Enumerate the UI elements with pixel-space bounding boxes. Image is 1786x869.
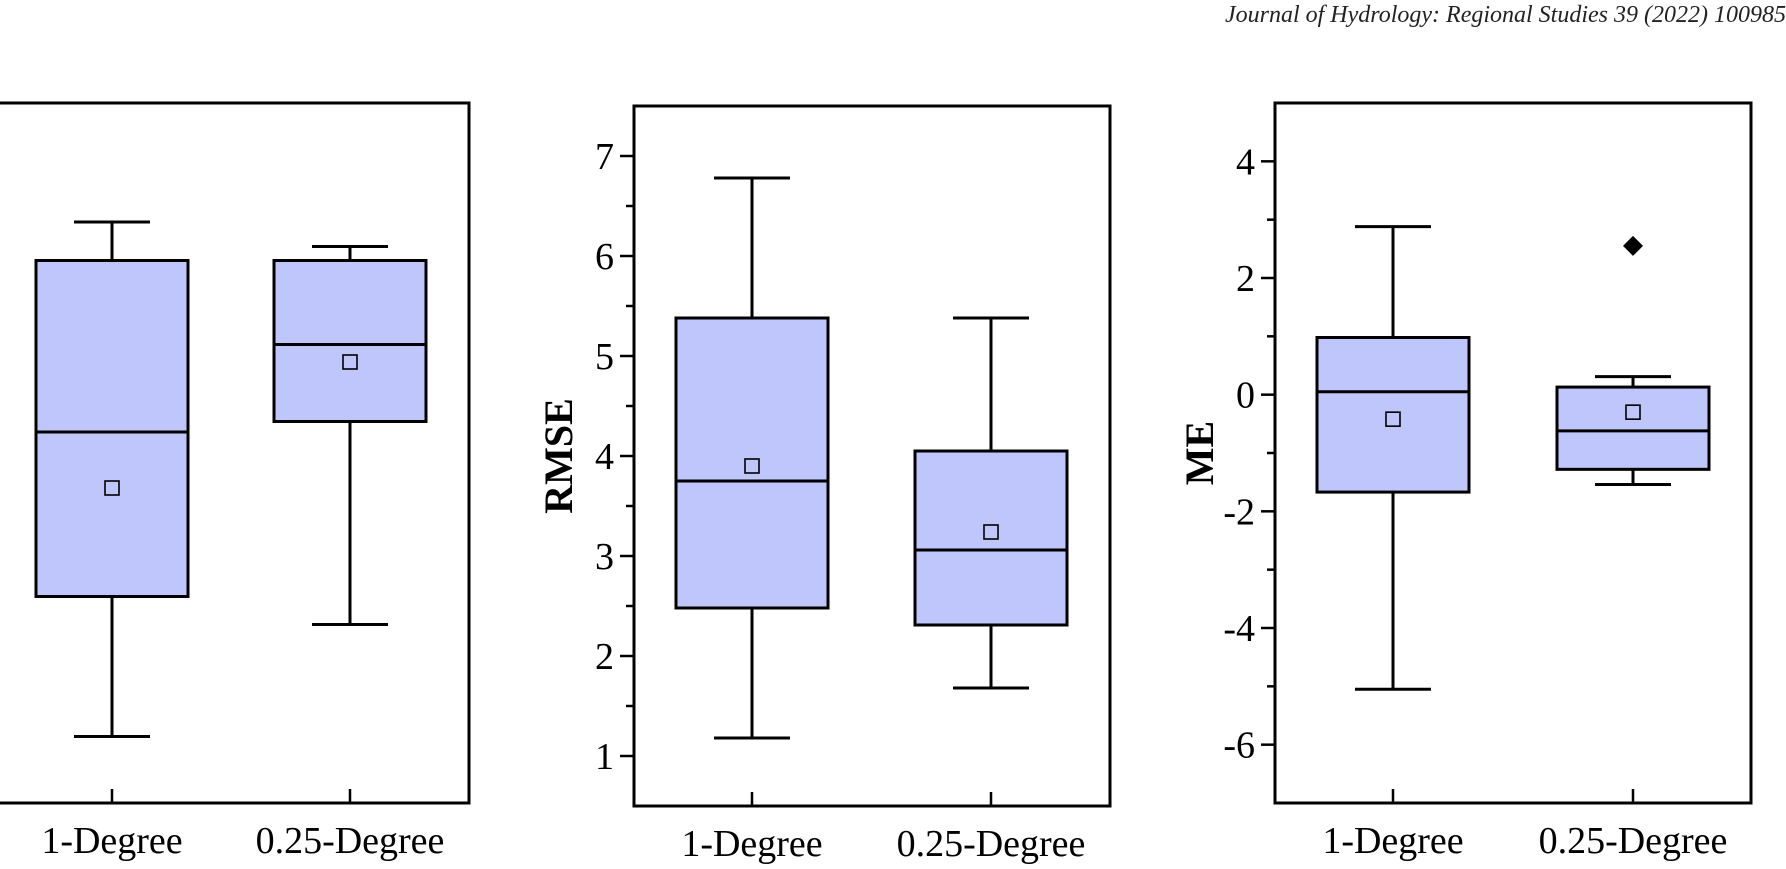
box-2 xyxy=(272,245,428,626)
box-2 xyxy=(1555,235,1711,486)
x-tick-label: 0.25-Degree xyxy=(256,820,445,862)
chart-panel-1: 1-Degree 0.25-Degree xyxy=(0,101,471,862)
mean-marker xyxy=(983,524,999,540)
y-tick-label: 3 xyxy=(595,536,614,578)
x-tick-label: 1-Degree xyxy=(681,823,822,865)
x-tick-label: 0.25-Degree xyxy=(897,823,1086,865)
y-tick-label: -6 xyxy=(1223,725,1255,767)
y-axis-label: ME xyxy=(1177,421,1222,485)
y-axis-label: RMSE xyxy=(536,398,581,514)
mean-marker xyxy=(1625,404,1641,420)
y-tick-label: 2 xyxy=(1236,258,1255,300)
y-tick-label: -2 xyxy=(1223,491,1255,533)
y-tick-label: 7 xyxy=(595,136,614,178)
y-tick-label: 1 xyxy=(595,736,614,778)
chart-panel-2: 1 2 3 4 5 6 7 RMSE 1-Degree 0.25-Degree xyxy=(536,104,1112,865)
y-tick-label: 0 xyxy=(1236,375,1255,417)
journal-header: Journal of Hydrology: Regional Studies 3… xyxy=(1224,2,1786,28)
x-tick-label: 1-Degree xyxy=(41,820,182,862)
iqr-box xyxy=(34,259,190,598)
box-2 xyxy=(913,316,1069,690)
x-tick-label: 0.25-Degree xyxy=(1539,820,1728,862)
y-tick-label: 5 xyxy=(595,336,614,378)
mean-marker xyxy=(342,354,358,370)
iqr-box xyxy=(1555,385,1711,471)
plot-frame xyxy=(0,101,471,805)
x-tick-label: 1-Degree xyxy=(1322,820,1463,862)
mean-marker xyxy=(744,458,760,474)
iqr-box xyxy=(272,259,428,423)
chart-panel-3: -6 -4 -2 0 2 4 ME 1-Degree 0.25-Degree xyxy=(1177,101,1753,862)
mean-marker xyxy=(104,480,120,496)
y-tick-label: 4 xyxy=(1236,141,1255,183)
box-1 xyxy=(34,220,190,738)
y-tick-label: -4 xyxy=(1223,608,1255,650)
y-tick-label: 4 xyxy=(595,436,614,478)
y-tick-label: 6 xyxy=(595,236,614,278)
mean-marker xyxy=(1385,411,1401,427)
box-1 xyxy=(1315,225,1471,691)
box-1 xyxy=(674,176,830,740)
y-tick-label: 2 xyxy=(595,636,614,678)
outlier-marker xyxy=(1623,235,1643,256)
